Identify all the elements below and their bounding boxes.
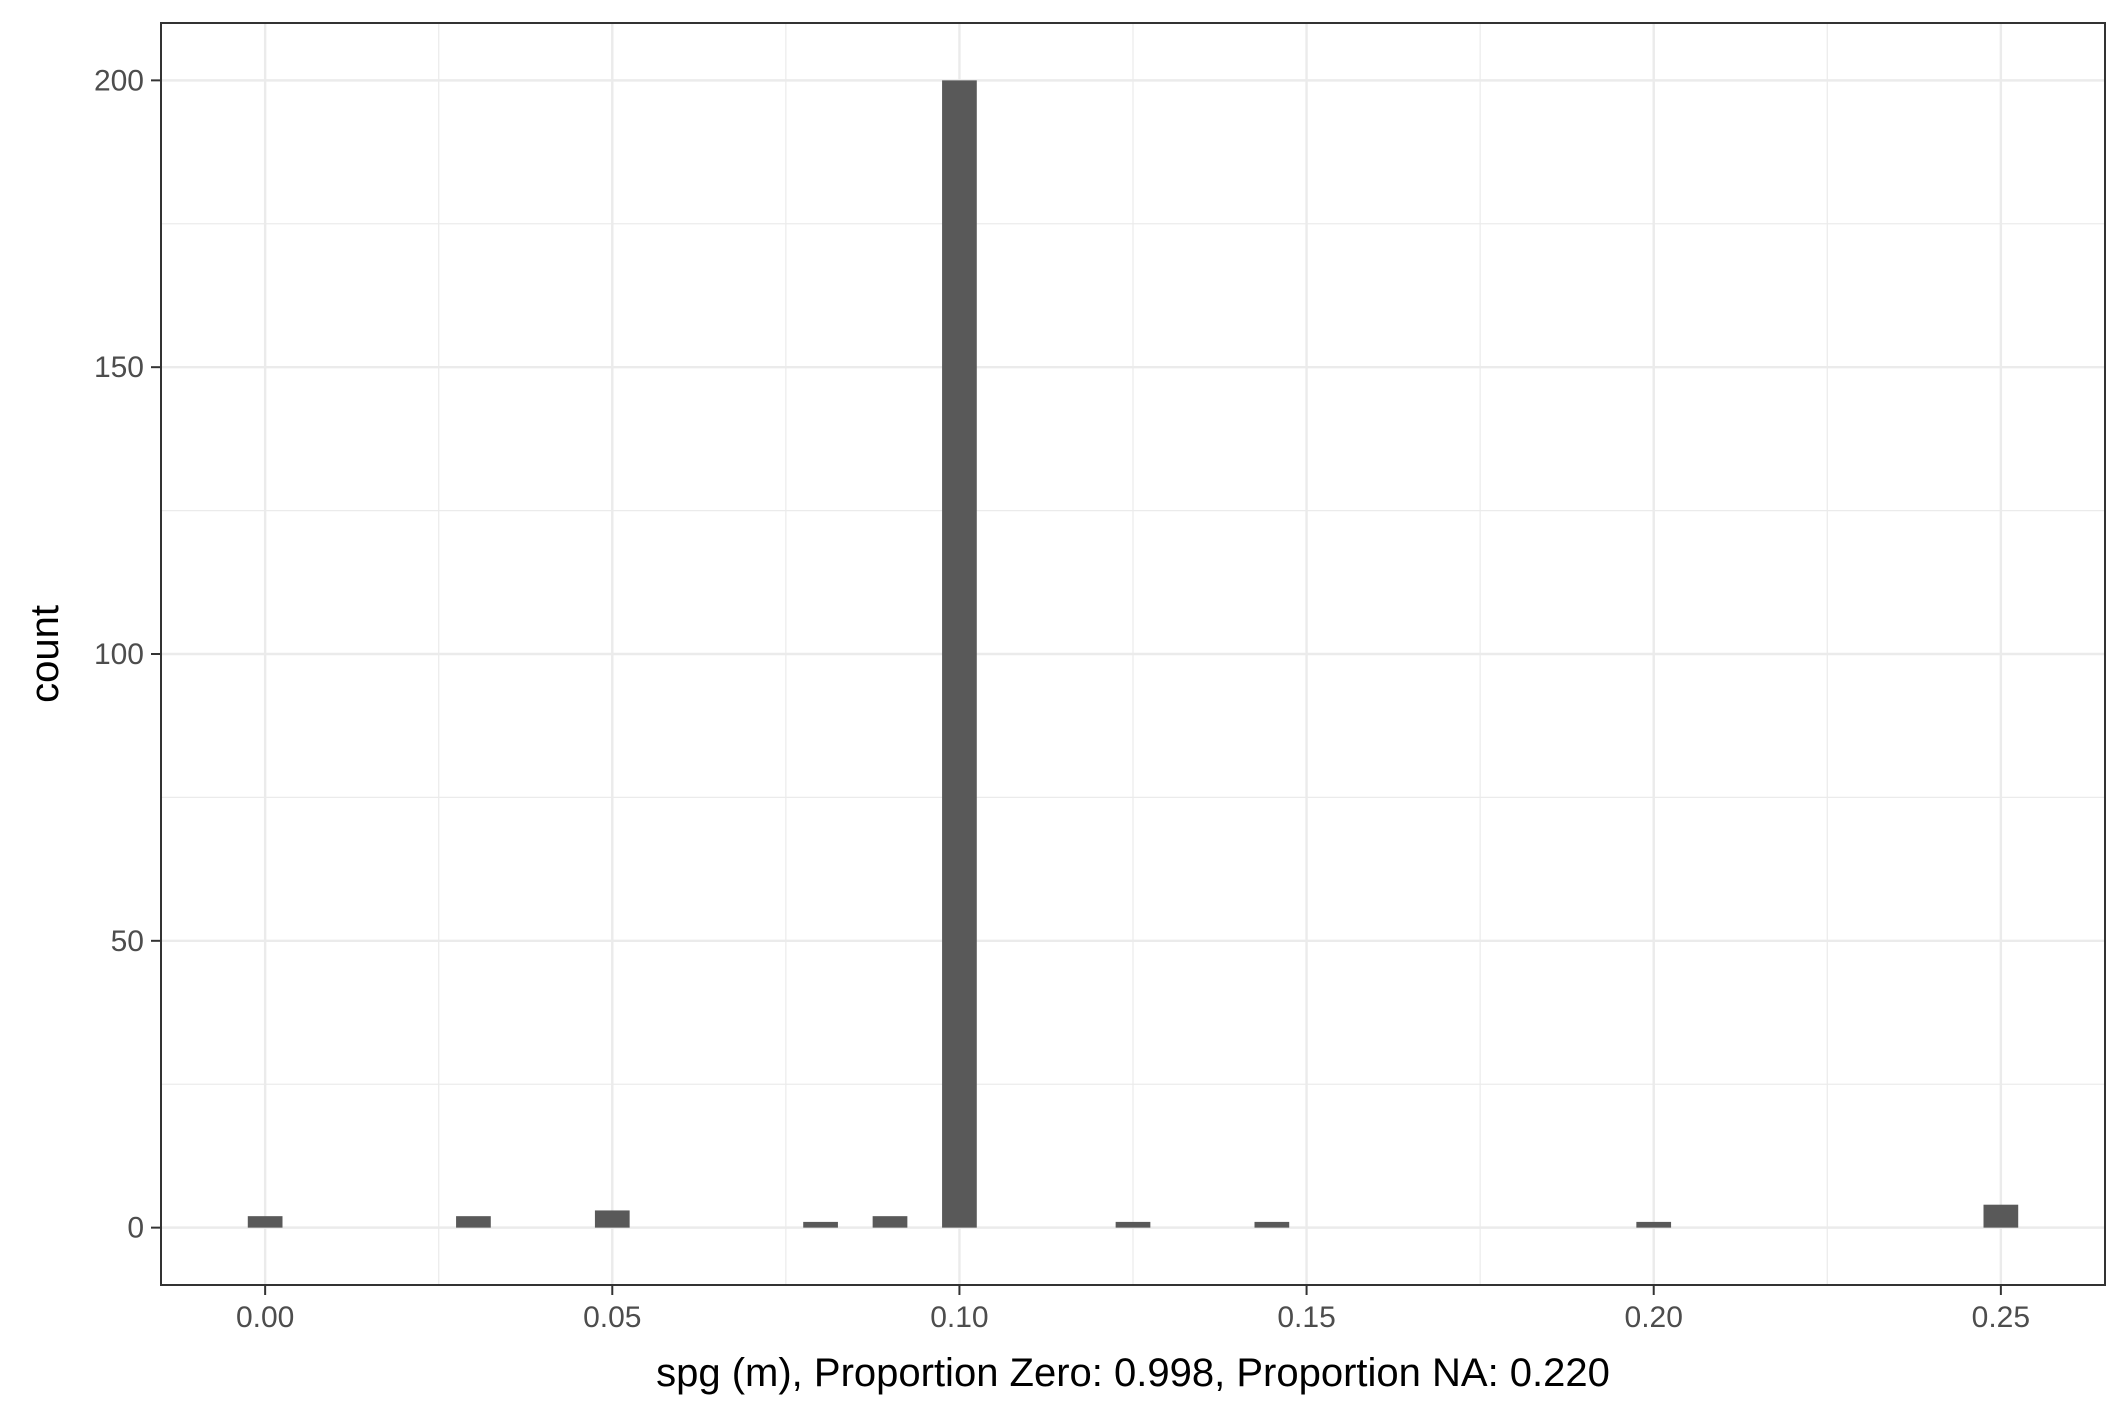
histogram-bar [803,1221,838,1228]
histogram-bar [456,1216,491,1228]
y-tick-label: 50 [111,925,144,958]
y-axis: 0 50 100 150 200 [94,64,161,1245]
y-tick-label: 200 [94,64,144,97]
histogram-bar [1254,1221,1290,1228]
y-tick-label: 150 [94,351,144,384]
histogram-bar [1115,1221,1151,1228]
histogram-bar [247,1216,283,1228]
histogram-bar [1983,1204,2019,1228]
y-axis-title: count [23,605,67,703]
x-tick-label: 0.15 [1277,1301,1335,1334]
x-tick-label: 0.20 [1625,1301,1683,1334]
x-tick-label: 0.05 [583,1301,641,1334]
x-axis: 0.00 0.05 0.10 0.15 0.20 0.25 [236,1285,2030,1334]
x-tick-label: 0.10 [930,1301,988,1334]
histogram-bars [247,80,2019,1228]
y-tick-label: 100 [94,638,144,671]
x-tick-label: 0.00 [236,1301,294,1334]
histogram-bar [1636,1221,1672,1228]
histogram-bar [872,1216,908,1228]
histogram-bar [942,80,977,1228]
y-tick-label: 0 [127,1212,144,1245]
x-tick-label: 0.25 [1972,1301,2030,1334]
x-axis-title: spg (m), Proportion Zero: 0.998, Proport… [656,1351,1610,1395]
histogram-bar [594,1210,630,1228]
